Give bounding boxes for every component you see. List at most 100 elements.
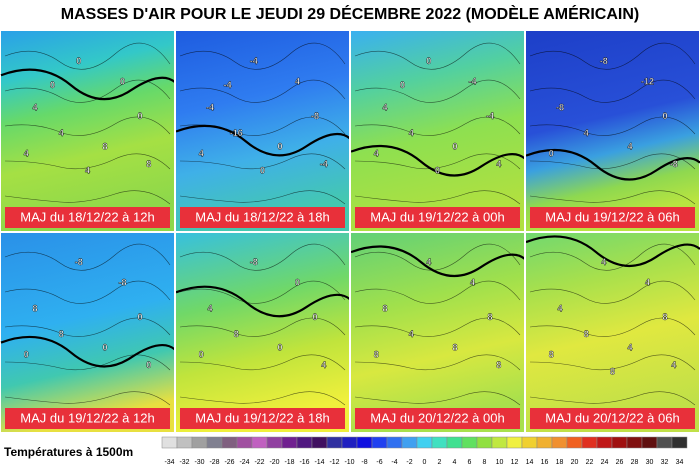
coastline <box>354 354 521 371</box>
legend-tick-label: 30 <box>646 459 654 466</box>
legend-cell <box>341 436 358 449</box>
contour-label: 0 <box>549 148 554 158</box>
freezing-line <box>0 335 176 368</box>
legend-tick-label: 22 <box>586 459 594 466</box>
legend-tick-label: 6 <box>468 459 472 466</box>
contour-label: 0 <box>102 343 107 353</box>
legend-cell <box>161 436 178 449</box>
contour-label: 8 <box>382 303 387 313</box>
contour-label: 8 <box>549 349 554 359</box>
freezing-line <box>525 235 700 268</box>
legend-cell <box>416 436 433 449</box>
legend-cell <box>236 436 253 449</box>
contour-label: 8 <box>32 303 37 313</box>
panel-label: MAJ du 19/12/22 à 18h <box>195 410 329 425</box>
coastline <box>179 79 346 103</box>
coastline <box>179 243 346 271</box>
coastline <box>4 317 171 337</box>
contour-label: 4 <box>321 360 326 370</box>
contour-label: 4 <box>199 148 204 158</box>
panel-label: MAJ du 20/12/22 à 06h <box>545 410 679 425</box>
legend-cell <box>326 436 343 449</box>
legend-tick-label: -10 <box>344 459 354 466</box>
coastline <box>529 280 696 304</box>
contour-label: 0 <box>277 142 282 152</box>
contour-label: 4 <box>645 278 650 288</box>
contour-label: -8 <box>250 257 258 267</box>
legend-tick-label: -8 <box>361 459 367 466</box>
panel-label: MAJ du 20/12/22 à 00h <box>370 410 504 425</box>
contour-label: -4 <box>320 159 328 169</box>
map-panel: 4 4 4 8 8 4 8 4 8 MAJ du 20/12/22 à 06h <box>525 232 700 432</box>
coastline <box>529 354 696 371</box>
legend-tick-label: -14 <box>314 459 324 466</box>
contour-label: 0 <box>199 349 204 359</box>
contour-label: 0 <box>452 142 457 152</box>
contour-label: 4 <box>85 166 90 176</box>
contour-label: 0 <box>137 312 142 322</box>
map-panel: -8 -8 8 0 8 0 0 0 MAJ du 19/12/22 à 12h <box>0 232 176 432</box>
contour-label: 4 <box>295 77 300 87</box>
legend-cell <box>266 436 283 449</box>
coastline <box>529 243 696 271</box>
panel-label-box <box>5 408 170 429</box>
contour-label: -4 <box>250 56 258 66</box>
contour-label: 0 <box>662 111 667 121</box>
panel-label-box <box>180 408 345 429</box>
legend-cell <box>281 436 298 449</box>
legend-tick-label: 10 <box>496 459 504 466</box>
contour-label: -8 <box>670 159 678 169</box>
legend-tick-label: -12 <box>329 459 339 466</box>
contour-label: 4 <box>627 142 632 152</box>
legend-cell <box>401 436 418 449</box>
coastline <box>529 317 696 337</box>
coastline <box>529 116 696 136</box>
contour-label: 4 <box>374 148 379 158</box>
panel-label: MAJ du 19/12/22 à 06h <box>545 209 679 224</box>
legend-cell <box>506 436 523 449</box>
map-panel: 0 0 4 0 4 8 4 8 4 0 MAJ du 18/12/22 à 12h <box>0 31 176 231</box>
map-background <box>1 232 174 432</box>
contour-label: 4 <box>24 148 29 158</box>
legend-tick-label: -26 <box>224 459 234 466</box>
contour-label: 0 <box>50 80 55 90</box>
map-background <box>351 31 524 231</box>
coastline <box>354 391 521 406</box>
legend-tick-label: 26 <box>616 459 624 466</box>
legend-cell <box>356 436 373 449</box>
contour-label: -4 <box>206 102 214 112</box>
legend-cell <box>371 436 388 449</box>
contour-label: 8 <box>584 329 589 339</box>
contour-label: 4 <box>382 102 387 112</box>
legend-cell <box>251 436 268 449</box>
legend-tick-label: 12 <box>511 459 519 466</box>
coastline <box>4 153 171 170</box>
legend-cell <box>431 436 448 449</box>
coastline <box>179 391 346 406</box>
contour-label: 0 <box>312 312 317 322</box>
legend-cell <box>611 436 628 449</box>
panel-label: MAJ du 18/12/22 à 12h <box>20 209 154 224</box>
contour-label: -12 <box>641 77 654 87</box>
contour-label: 4 <box>584 128 589 138</box>
legend-cell <box>476 436 493 449</box>
coastline <box>354 280 521 304</box>
coastline <box>529 153 696 170</box>
freezing-line <box>175 285 351 318</box>
map-panel: -4 4 -4 -8 -16 0 4 -4 0 -4 MAJ du 18/12/22 à 18h <box>175 31 351 231</box>
contour-label: 0 <box>24 349 29 359</box>
contour-label: -8 <box>600 56 608 66</box>
contour-label: 4 <box>557 303 562 313</box>
legend-tick-label: 32 <box>661 459 669 466</box>
contour-label: 4 <box>59 128 64 138</box>
panel-label-box <box>355 207 520 228</box>
legend-tick-label: -22 <box>254 459 264 466</box>
legend-cell <box>206 436 223 449</box>
map-background <box>1 31 174 231</box>
panel-label-box <box>180 207 345 228</box>
contour-label: 0 <box>120 77 125 87</box>
coastline <box>529 79 696 103</box>
panel-label-box <box>530 408 695 429</box>
contour-label: 0 <box>295 278 300 288</box>
